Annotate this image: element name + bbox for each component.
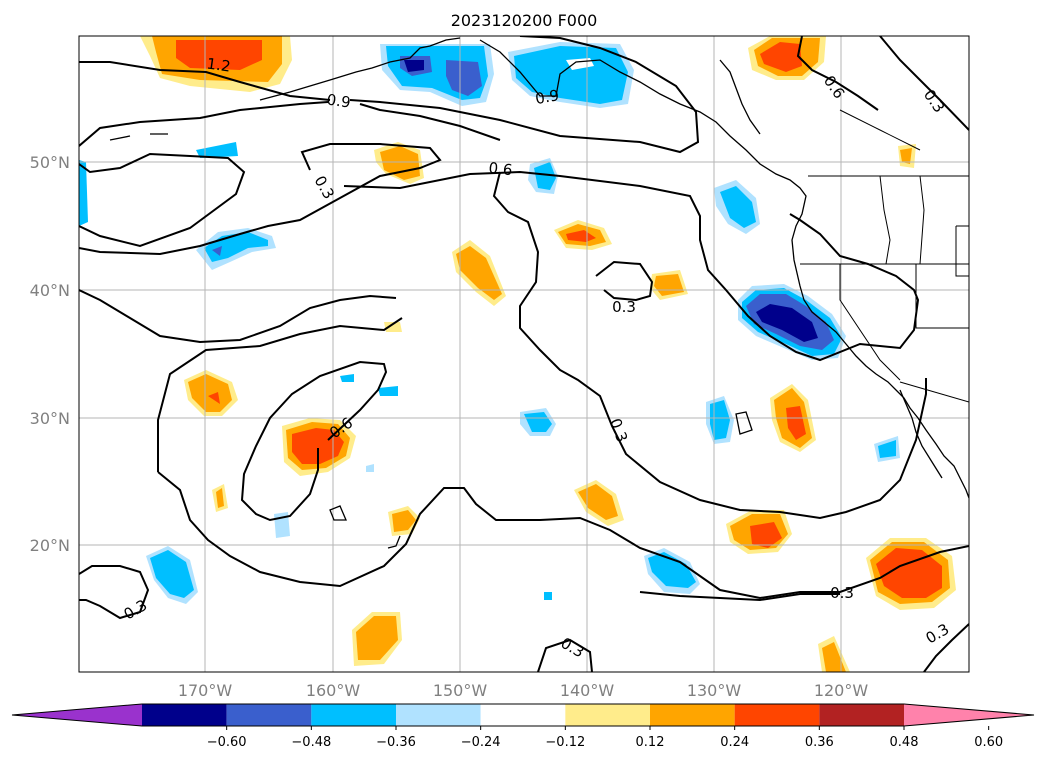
contour-label: 0.9 [534,86,561,108]
lon-label: 130°W [687,681,742,700]
negative-anomaly [274,374,900,538]
lon-label: 140°W [560,681,615,700]
negative-anomaly [380,44,494,106]
negative-anomaly [738,284,846,360]
colorbar-extend-max [904,704,1034,726]
colorbar-segment [650,704,735,726]
contour-label: 1.2 [206,54,232,75]
lon-label: 170°W [178,681,233,700]
contour-label: 0.3 [830,584,854,602]
lon-label: 150°W [433,681,488,700]
colorbar-segment [311,704,396,726]
map-frame [78,35,970,673]
graticule [79,36,969,672]
colorbar-segment [819,704,904,726]
colorbar-tick-label: 0.60 [974,735,1003,750]
positive-anomaly [388,384,816,554]
negative-anomaly [196,142,760,234]
lat-label: 20°N [30,536,70,555]
colorbar-segments [11,703,1035,727]
positive-anomaly [748,36,826,80]
lon-label: 160°W [306,681,361,700]
contour-label: 0.3 [612,298,636,316]
colorbar-tick-label: −0.48 [291,735,331,750]
colorbar-segment [565,704,650,726]
contour-label: 0.6 [488,159,514,179]
colorbar: −0.60 −0.48 −0.36 −0.24 −0.12 0.12 0.24 0.36 0.4… [11,703,1035,750]
lat-label: 30°N [30,409,70,428]
colorbar-segment [480,704,566,726]
colorbar-segment [734,704,820,726]
colorbar-segment [396,704,481,726]
colorbar-tick-label: −0.60 [207,735,247,750]
political-borders [800,109,969,403]
negative-anomaly [146,546,700,604]
lon-label: 120°W [814,681,869,700]
positive-anomaly [352,144,956,672]
contour-label: 0.9 [326,90,352,111]
lat-label: 40°N [30,281,70,300]
map-panel: 1.2 0.9 0.9 0.6 0.3 0.3 0.6 0.3 0.3 0.3 … [78,35,970,673]
colorbar-outline [11,703,1035,727]
map-title: 2023120200 F000 [451,11,598,30]
colorbar-tick-label: 0.36 [805,735,834,750]
colorbar-tick-label: 0.48 [890,735,919,750]
colorbar-tick-label: −0.36 [376,735,416,750]
colorbar-extend-min [12,704,142,726]
contour-lines [79,36,969,672]
longitude-labels: 170°W 160°W 150°W 140°W 130°W 120°W [178,681,869,700]
colorbar-tick-label: −0.24 [461,735,501,750]
colorbar-segment [142,704,227,726]
colorbar-tick-label: −0.12 [545,735,585,750]
colorbar-segment [226,704,312,726]
lat-label: 50°N [30,153,70,172]
colorbar-tick-label: 0.12 [636,735,665,750]
coastlines [109,37,969,549]
positive-anomaly [184,322,402,512]
colorbar-ticks: −0.60 −0.48 −0.36 −0.24 −0.12 0.12 0.24 0.36 0.4… [207,726,1003,750]
shaded-anomalies [79,36,956,672]
negative-anomaly [79,160,88,226]
colorbar-tick-label: 0.24 [720,735,749,750]
latitude-labels: 50°N 40°N 30°N 20°N [30,153,70,555]
